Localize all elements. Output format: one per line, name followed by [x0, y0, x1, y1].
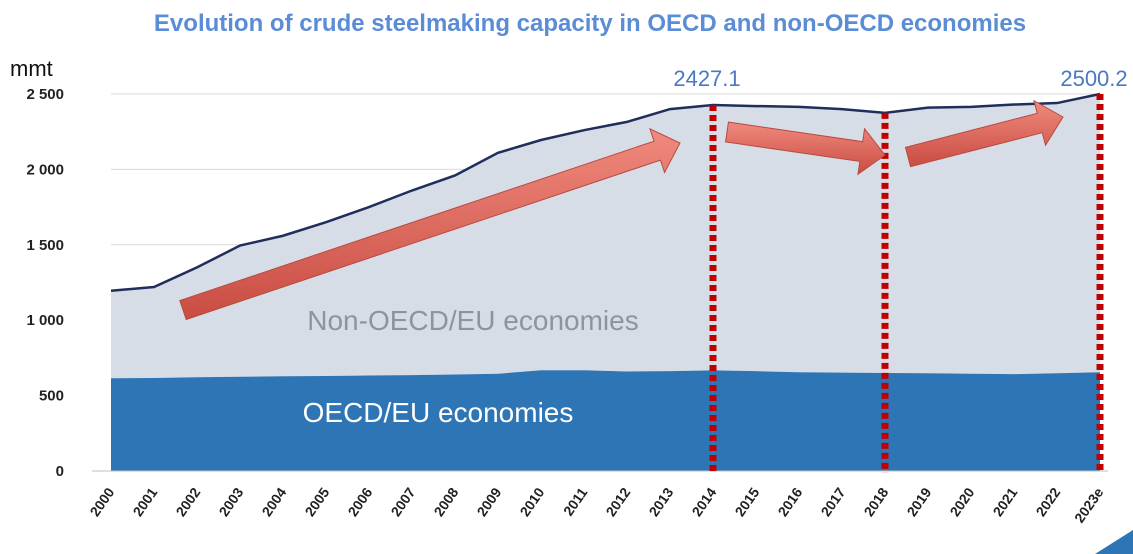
x-tick-label: 2002 [172, 484, 203, 519]
x-tick-label: 2007 [387, 484, 418, 519]
x-tick-label: 2020 [946, 484, 977, 519]
x-tick-label: 2011 [560, 484, 591, 518]
value-annotation: 2427.1 [673, 66, 740, 91]
y-tick-label: 1 500 [26, 237, 64, 254]
x-tick-label: 2013 [645, 484, 676, 519]
x-tick-label: 2012 [602, 484, 633, 519]
x-tick-label: 2018 [860, 484, 891, 519]
y-tick-label: 2 500 [26, 86, 64, 103]
oecd-series-label: OECD/EU economies [303, 397, 574, 428]
total-capacity-line [110, 92, 1101, 293]
y-axis-unit: mmt [10, 56, 53, 81]
chart-title: Evolution of crude steelmaking capacity … [153, 10, 1027, 37]
trend-arrow-up-2 [904, 99, 1064, 168]
x-tick-label: 2004 [258, 484, 289, 519]
x-tick-label: 2021 [989, 484, 1020, 519]
y-tick-label: 1 000 [26, 312, 64, 329]
x-tick-label: 2008 [430, 484, 461, 519]
x-tick-label: 2023e [1071, 484, 1107, 525]
oecd-area [111, 370, 1100, 471]
non-oecd-series-label: Non-OECD/EU economies [307, 305, 638, 336]
x-tick-label: 2010 [516, 484, 547, 519]
x-tick-label: 2014 [688, 484, 719, 519]
x-tick-label: 2001 [129, 484, 160, 519]
x-tick-label: 2015 [731, 484, 762, 519]
trend-arrow-up-1 [179, 127, 681, 321]
y-tick-label: 0 [56, 463, 64, 480]
trend-arrow-down [724, 121, 886, 176]
y-tick-label: 500 [39, 388, 64, 405]
y-tick-label: 2 000 [26, 161, 64, 178]
x-tick-label: 2003 [215, 484, 246, 519]
x-tick-label: 2000 [86, 484, 117, 519]
x-tick-label: 2009 [473, 484, 504, 519]
x-tick-label: 2006 [344, 484, 375, 519]
value-annotation: 2500.2 [1060, 66, 1127, 91]
x-tick-label: 2017 [817, 484, 848, 519]
non-oecd-area [111, 94, 1100, 379]
x-tick-label: 2016 [774, 484, 805, 519]
x-tick-label: 2022 [1032, 484, 1063, 519]
x-tick-label: 2019 [903, 484, 934, 519]
x-tick-label: 2005 [301, 484, 332, 519]
corner-decoration [1095, 530, 1133, 554]
